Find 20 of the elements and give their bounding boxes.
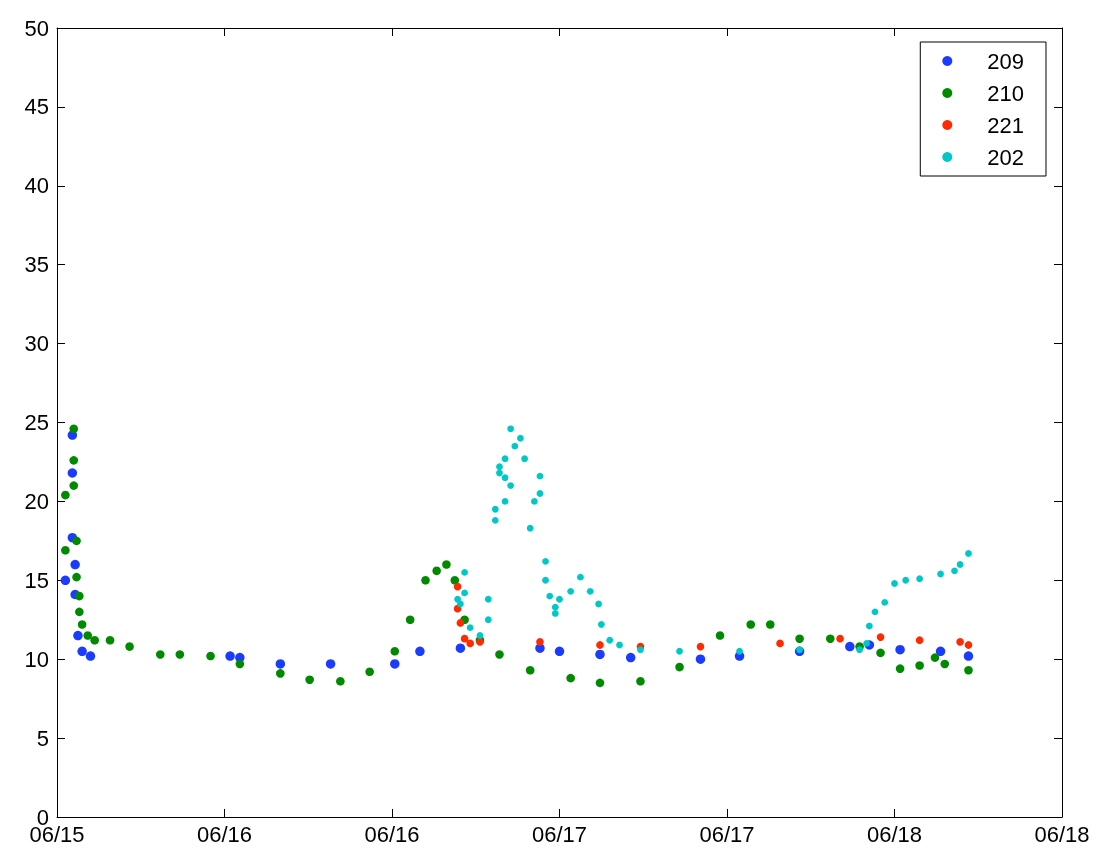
legend-label: 202: [987, 144, 1025, 170]
y-tick-label: 30: [24, 331, 49, 357]
x-tick-label: 06/16: [364, 821, 420, 847]
legend-label: 221: [987, 112, 1025, 138]
y-tick-label: 45: [24, 94, 49, 120]
x-tick-label: 06/17: [699, 821, 755, 847]
legend-label: 210: [987, 80, 1025, 106]
y-tick-label: 15: [24, 567, 49, 593]
y-tick-label: 25: [24, 410, 49, 435]
y-tick-label: 20: [24, 488, 49, 514]
y-tick-label: 35: [24, 252, 49, 278]
y-tick-label: 40: [24, 173, 49, 199]
y-tick-label: 50: [24, 15, 49, 41]
x-tick-label: 06/17: [531, 821, 588, 847]
legend-label: 209: [987, 48, 1025, 74]
x-tick-label: 06/16: [196, 821, 253, 847]
y-tick-label: 5: [36, 725, 49, 751]
y-tick-label: 10: [24, 646, 49, 672]
x-tick-label: 06/18: [1034, 821, 1090, 847]
x-tick-label: 06/18: [866, 821, 923, 847]
